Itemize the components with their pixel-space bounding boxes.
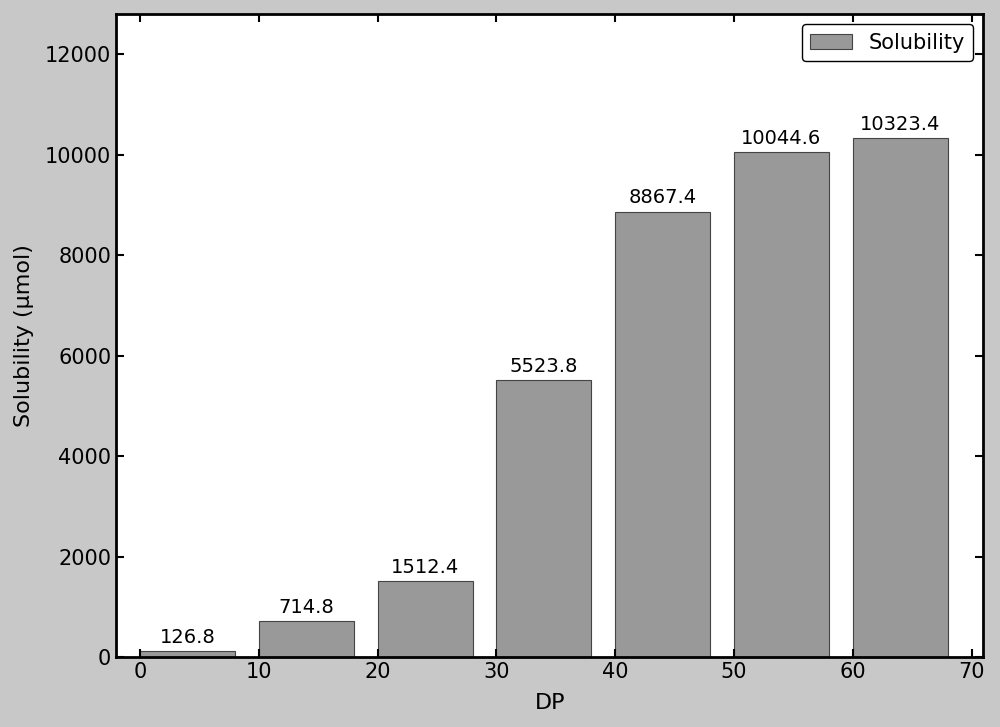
Text: 5523.8: 5523.8 [510, 356, 578, 376]
Bar [615, 212, 710, 657]
Bar [734, 153, 829, 657]
Y-axis label: Solubility (μmol): Solubility (μmol) [14, 244, 34, 427]
Bar [140, 651, 235, 657]
X-axis label: DP: DP [535, 693, 565, 713]
Legend: Solubility: Solubility [802, 24, 973, 61]
Bar [378, 581, 473, 657]
Text: 8867.4: 8867.4 [629, 188, 697, 207]
Bar [259, 621, 354, 657]
Text: 10044.6: 10044.6 [741, 129, 822, 148]
Text: 714.8: 714.8 [278, 598, 334, 617]
Text: 1512.4: 1512.4 [391, 558, 459, 577]
Bar [496, 379, 591, 657]
Text: 10323.4: 10323.4 [860, 116, 940, 134]
Text: 126.8: 126.8 [160, 627, 215, 647]
Bar [853, 138, 948, 657]
